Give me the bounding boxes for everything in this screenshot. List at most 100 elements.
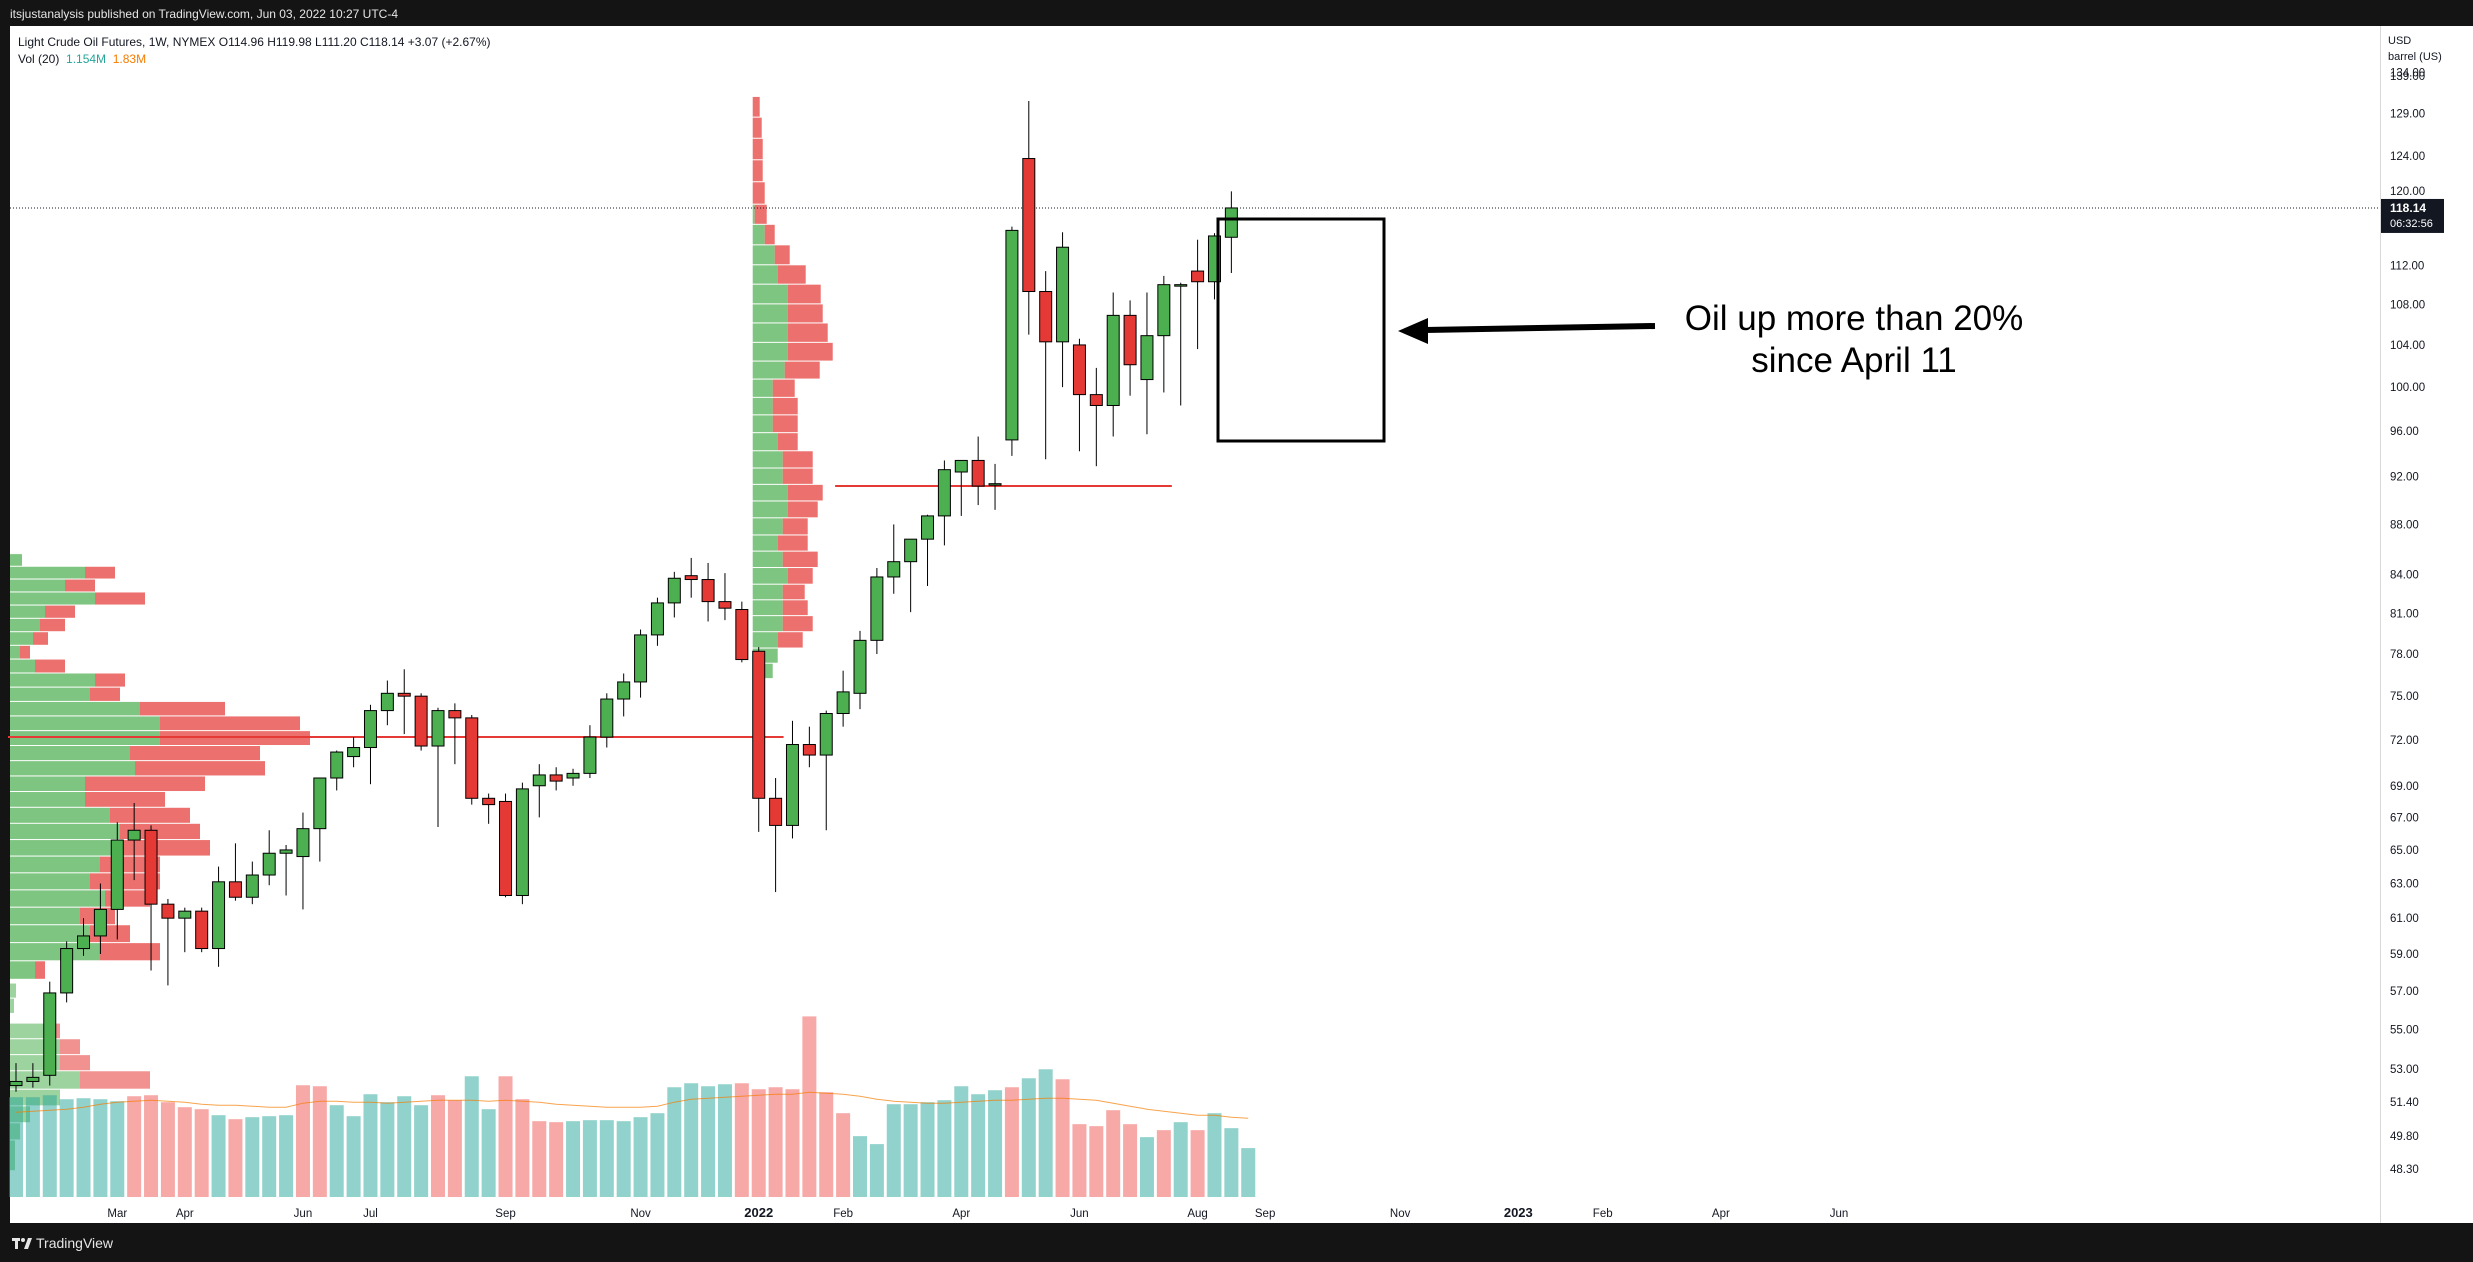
volume-profile-down-bar (782, 551, 818, 568)
x-tick-label: Jul (363, 1208, 378, 1220)
volume-profile-up-bar (10, 961, 35, 979)
volume-profile-up-bar (752, 265, 778, 284)
candle-body (127, 829, 141, 841)
volume-bar (667, 1087, 682, 1197)
volume-bar (329, 1105, 344, 1197)
candle-body (482, 797, 496, 806)
candle-body (195, 910, 209, 950)
volume-bar (1156, 1130, 1171, 1197)
volume-ma-line (15, 1091, 1249, 1119)
y-tick-label: 112.00 (2390, 260, 2424, 272)
volume-bar (76, 1098, 91, 1197)
y-tick-label: 48.30 (2390, 1164, 2419, 1176)
candle-body (1022, 158, 1036, 293)
volume-bar (1038, 1069, 1053, 1197)
volume-profile-up-bar (752, 632, 778, 648)
candle-body (465, 717, 479, 799)
x-tick-label: Jun (1830, 1208, 1849, 1220)
volume-bar (920, 1102, 935, 1197)
volume-profile-up-bar (10, 873, 90, 890)
volume-profile-down-bar (752, 117, 762, 138)
volume-profile-up-bar (752, 501, 788, 518)
y-tick-label: 63.00 (2390, 879, 2419, 891)
volume-profile-up-bar (752, 484, 788, 501)
volume-profile-up-bar (752, 361, 785, 379)
volume-profile-up-bar (752, 451, 783, 468)
y-tick-label: 84.00 (2390, 569, 2419, 581)
volume-bar (363, 1094, 378, 1197)
y-tick-label: 81.00 (2390, 608, 2419, 620)
candle-body (60, 948, 74, 994)
volume-bar (599, 1120, 614, 1197)
volume-legend-value: 1.154M (66, 52, 107, 66)
candle-body (937, 469, 951, 517)
volume-profile-down-bar (100, 943, 160, 961)
x-tick-label: Jun (1070, 1208, 1089, 1220)
volume-profile-down-bar (40, 618, 65, 632)
x-tick-label: Feb (1593, 1208, 1613, 1220)
chart-panel[interactable] (10, 26, 2380, 1223)
volume-profile-up-bar (10, 983, 16, 998)
volume-bar (110, 1101, 125, 1197)
volume-profile-down-bar (45, 605, 75, 618)
volume-bar (279, 1115, 294, 1197)
candle-body (212, 881, 226, 950)
candle-body (921, 515, 935, 540)
volume-profile-down-bar (754, 204, 767, 224)
candle-body (954, 459, 968, 473)
volume-bar (498, 1076, 513, 1197)
volume-profile-up-bar (752, 584, 783, 600)
volume-profile-up-bar (10, 823, 120, 840)
volume-profile-up-bar (10, 731, 160, 746)
candle-body (769, 797, 783, 826)
volume-profile-up-bar (10, 716, 160, 731)
annotation-arrow-shaft[interactable] (1424, 323, 1656, 333)
candle-body (1224, 207, 1238, 238)
publish-bar: itsjustanalysis published on TradingView… (0, 0, 2473, 26)
candle-body (870, 576, 884, 641)
volume-profile-down-bar (782, 468, 813, 484)
volume-bar (127, 1096, 142, 1197)
volume-legend: Vol (20) 1.154M 1.83M (18, 52, 146, 66)
volume-bar (819, 1092, 834, 1197)
volume-bar (431, 1095, 445, 1197)
candle-body (1106, 314, 1120, 406)
volume-bar (785, 1089, 800, 1197)
volume-profile-down-bar (90, 687, 120, 701)
candle-body (347, 747, 361, 758)
volume-profile-down-bar (782, 584, 805, 600)
volume-profile-down-bar (772, 415, 798, 433)
x-tick-label: Apr (1712, 1208, 1730, 1220)
candle-body (701, 579, 715, 603)
volume-profile-up-bar (752, 304, 788, 323)
volume-bar (42, 1095, 57, 1197)
volume-ma-legend-value: 1.83M (112, 52, 147, 66)
volume-profile-down-bar (787, 484, 823, 501)
volume-profile-down-bar (752, 138, 763, 160)
candle-body (330, 751, 344, 779)
volume-profile-down-bar (787, 501, 818, 518)
candle-body (1174, 284, 1188, 287)
volume-profile-down-bar (60, 1055, 90, 1071)
candle-body (279, 849, 293, 854)
volume-profile-down-bar (33, 632, 48, 645)
volume-profile-down-bar (764, 224, 775, 245)
volume-bar (1089, 1126, 1104, 1197)
volume-bar (160, 1102, 175, 1197)
volume-profile-down-bar (787, 304, 823, 323)
candle-body (245, 874, 259, 898)
volume-profile-down-bar (774, 245, 790, 265)
volume-legend-label: Vol (20) (18, 52, 60, 66)
volume-profile-up-bar (10, 856, 100, 873)
volume-bar (59, 1099, 74, 1197)
volume-profile-up-bar (10, 632, 33, 645)
volume-bar (886, 1104, 901, 1197)
highlight-box[interactable] (1216, 217, 1386, 443)
volume-profile-up-bar (10, 579, 65, 592)
x-tick-label: Apr (176, 1208, 194, 1220)
volume-profile-up-bar (10, 807, 110, 823)
candle-body (161, 903, 175, 919)
volume-bar (245, 1117, 260, 1197)
y-tick-label: 75.00 (2390, 691, 2419, 703)
